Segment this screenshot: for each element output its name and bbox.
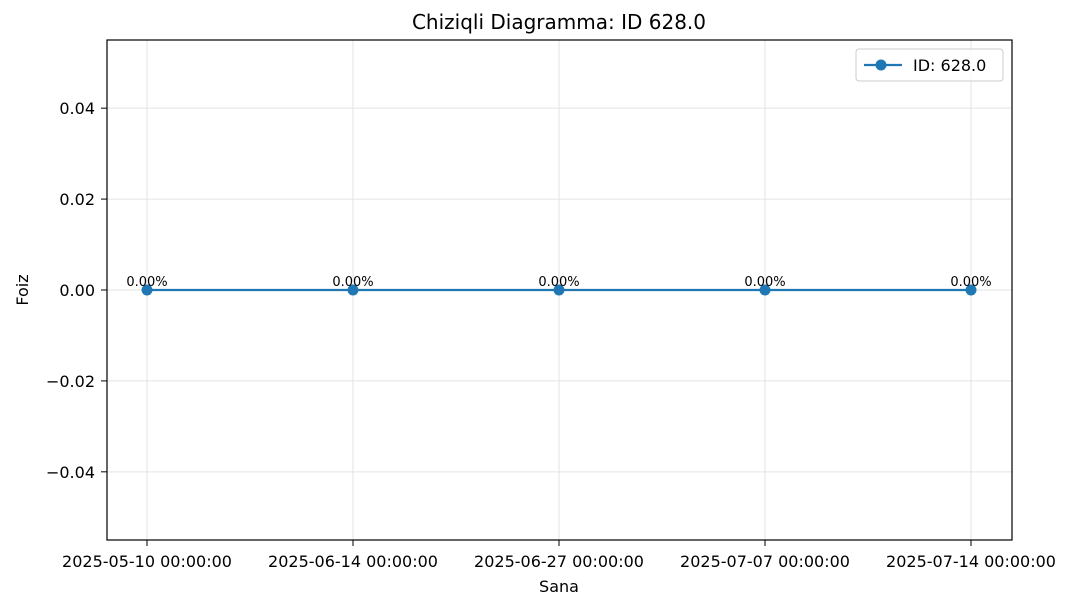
y-axis: −0.04 −0.02 0.00 0.02 0.04 (46, 99, 107, 482)
data-label-layer: 0.00% 0.00% 0.00% 0.00% 0.00% (126, 275, 991, 290)
data-point (553, 284, 565, 296)
legend-label: ID: 628.0 (913, 56, 986, 75)
data-point (965, 284, 977, 296)
x-axis-title: Sana (539, 577, 579, 596)
series-layer (141, 284, 977, 296)
y-axis-title: Foiz (13, 274, 32, 305)
x-axis: 2025-05-10 00:00:00 2025-06-14 00:00:00 20… (62, 540, 1056, 571)
chart-title: Chiziqli Diagramma: ID 628.0 (412, 10, 706, 34)
x-tick-label: 2025-07-07 00:00:00 (680, 552, 850, 571)
y-tick-label: −0.02 (46, 372, 95, 391)
data-label: 0.00% (126, 275, 167, 290)
y-tick-label: 0.02 (59, 190, 95, 209)
data-point (759, 284, 771, 296)
data-point (347, 284, 359, 296)
y-tick-label: 0.00 (59, 281, 95, 300)
data-label: 0.00% (538, 275, 579, 290)
y-tick-label: −0.04 (46, 463, 95, 482)
legend-marker-swatch (875, 59, 887, 71)
x-tick-label: 2025-07-14 00:00:00 (886, 552, 1056, 571)
x-tick-label: 2025-06-14 00:00:00 (268, 552, 438, 571)
legend-box (855, 48, 1004, 82)
x-tick-label: 2025-05-10 00:00:00 (62, 552, 232, 571)
data-label: 0.00% (332, 275, 373, 290)
y-tick-label: 0.04 (59, 99, 95, 118)
x-tick-label: 2025-06-27 00:00:00 (474, 552, 644, 571)
data-label: 0.00% (950, 275, 991, 290)
data-label: 0.00% (744, 275, 785, 290)
data-point (141, 284, 153, 296)
legend: ID: 628.0 (855, 48, 1004, 82)
